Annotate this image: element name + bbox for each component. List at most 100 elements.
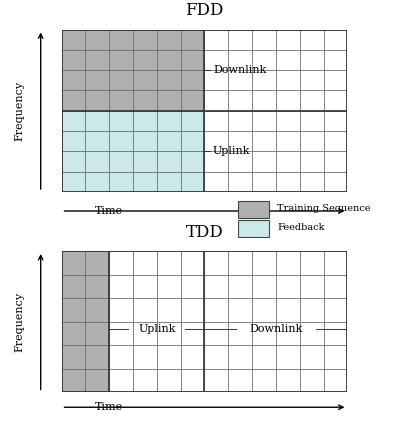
Text: Frequency: Frequency xyxy=(15,81,25,141)
Bar xyxy=(109,322,133,345)
Bar xyxy=(62,298,85,322)
Bar xyxy=(133,322,157,345)
Bar xyxy=(228,111,252,131)
Bar xyxy=(276,70,300,90)
Bar xyxy=(300,70,324,90)
Bar xyxy=(300,151,324,172)
Bar xyxy=(133,70,157,90)
Bar xyxy=(252,345,276,369)
Bar xyxy=(300,90,324,111)
Bar xyxy=(252,298,276,322)
Bar xyxy=(157,275,181,298)
Bar xyxy=(62,90,85,111)
Bar xyxy=(228,151,252,172)
Bar xyxy=(85,322,109,345)
Bar xyxy=(276,90,300,111)
Text: Feedback: Feedback xyxy=(277,223,325,232)
Bar xyxy=(204,251,228,275)
Bar xyxy=(181,345,204,369)
Text: TDD: TDD xyxy=(185,224,224,241)
Bar xyxy=(324,172,347,192)
Bar xyxy=(276,275,300,298)
Bar xyxy=(252,251,276,275)
Bar xyxy=(85,111,109,131)
Bar xyxy=(133,298,157,322)
Bar xyxy=(204,90,228,111)
Bar xyxy=(228,172,252,192)
Bar xyxy=(85,275,109,298)
Bar xyxy=(133,90,157,111)
Bar xyxy=(62,70,85,90)
Bar xyxy=(276,30,300,50)
Text: Uplink: Uplink xyxy=(213,146,251,157)
Bar xyxy=(62,251,85,275)
Bar xyxy=(324,90,347,111)
Bar xyxy=(300,275,324,298)
Bar xyxy=(85,251,109,275)
Bar xyxy=(204,322,228,345)
Bar xyxy=(204,369,228,392)
Bar xyxy=(133,172,157,192)
Bar xyxy=(62,151,85,172)
Bar xyxy=(181,172,204,192)
Bar xyxy=(85,50,109,70)
Bar xyxy=(204,70,228,90)
Bar xyxy=(85,90,109,111)
Bar xyxy=(324,322,347,345)
Bar xyxy=(133,369,157,392)
Bar xyxy=(62,172,85,192)
Bar xyxy=(300,131,324,151)
Bar xyxy=(252,275,276,298)
Bar xyxy=(252,151,276,172)
Bar xyxy=(109,298,133,322)
Bar xyxy=(181,369,204,392)
Bar xyxy=(85,345,109,369)
Bar xyxy=(85,172,109,192)
Bar xyxy=(276,322,300,345)
Bar xyxy=(204,275,228,298)
Bar xyxy=(133,131,157,151)
Bar xyxy=(109,111,133,131)
Bar xyxy=(324,111,347,131)
Bar xyxy=(276,251,300,275)
Bar xyxy=(109,251,133,275)
Bar xyxy=(252,131,276,151)
Bar xyxy=(62,131,85,151)
Bar xyxy=(109,90,133,111)
Bar xyxy=(62,369,85,392)
Bar xyxy=(300,322,324,345)
Bar xyxy=(181,111,204,131)
Bar xyxy=(157,131,181,151)
Bar xyxy=(276,345,300,369)
Bar xyxy=(228,369,252,392)
Bar xyxy=(204,172,228,192)
Bar xyxy=(62,345,85,369)
Bar xyxy=(204,298,228,322)
Bar xyxy=(157,90,181,111)
Bar xyxy=(324,345,347,369)
Bar xyxy=(181,322,204,345)
Bar xyxy=(181,30,204,50)
Bar xyxy=(181,251,204,275)
Bar xyxy=(300,345,324,369)
Bar xyxy=(276,50,300,70)
Bar xyxy=(157,369,181,392)
Bar xyxy=(252,50,276,70)
Bar xyxy=(204,131,228,151)
Bar xyxy=(85,70,109,90)
Bar xyxy=(204,345,228,369)
Bar xyxy=(252,111,276,131)
Bar xyxy=(276,151,300,172)
Bar xyxy=(62,30,85,50)
Bar xyxy=(62,275,85,298)
Bar xyxy=(238,220,269,237)
Bar xyxy=(181,298,204,322)
Bar xyxy=(228,251,252,275)
Bar xyxy=(252,70,276,90)
Bar xyxy=(109,30,133,50)
Bar xyxy=(252,322,276,345)
Bar xyxy=(276,131,300,151)
Bar xyxy=(109,172,133,192)
Text: Time: Time xyxy=(95,206,123,216)
Bar xyxy=(324,298,347,322)
